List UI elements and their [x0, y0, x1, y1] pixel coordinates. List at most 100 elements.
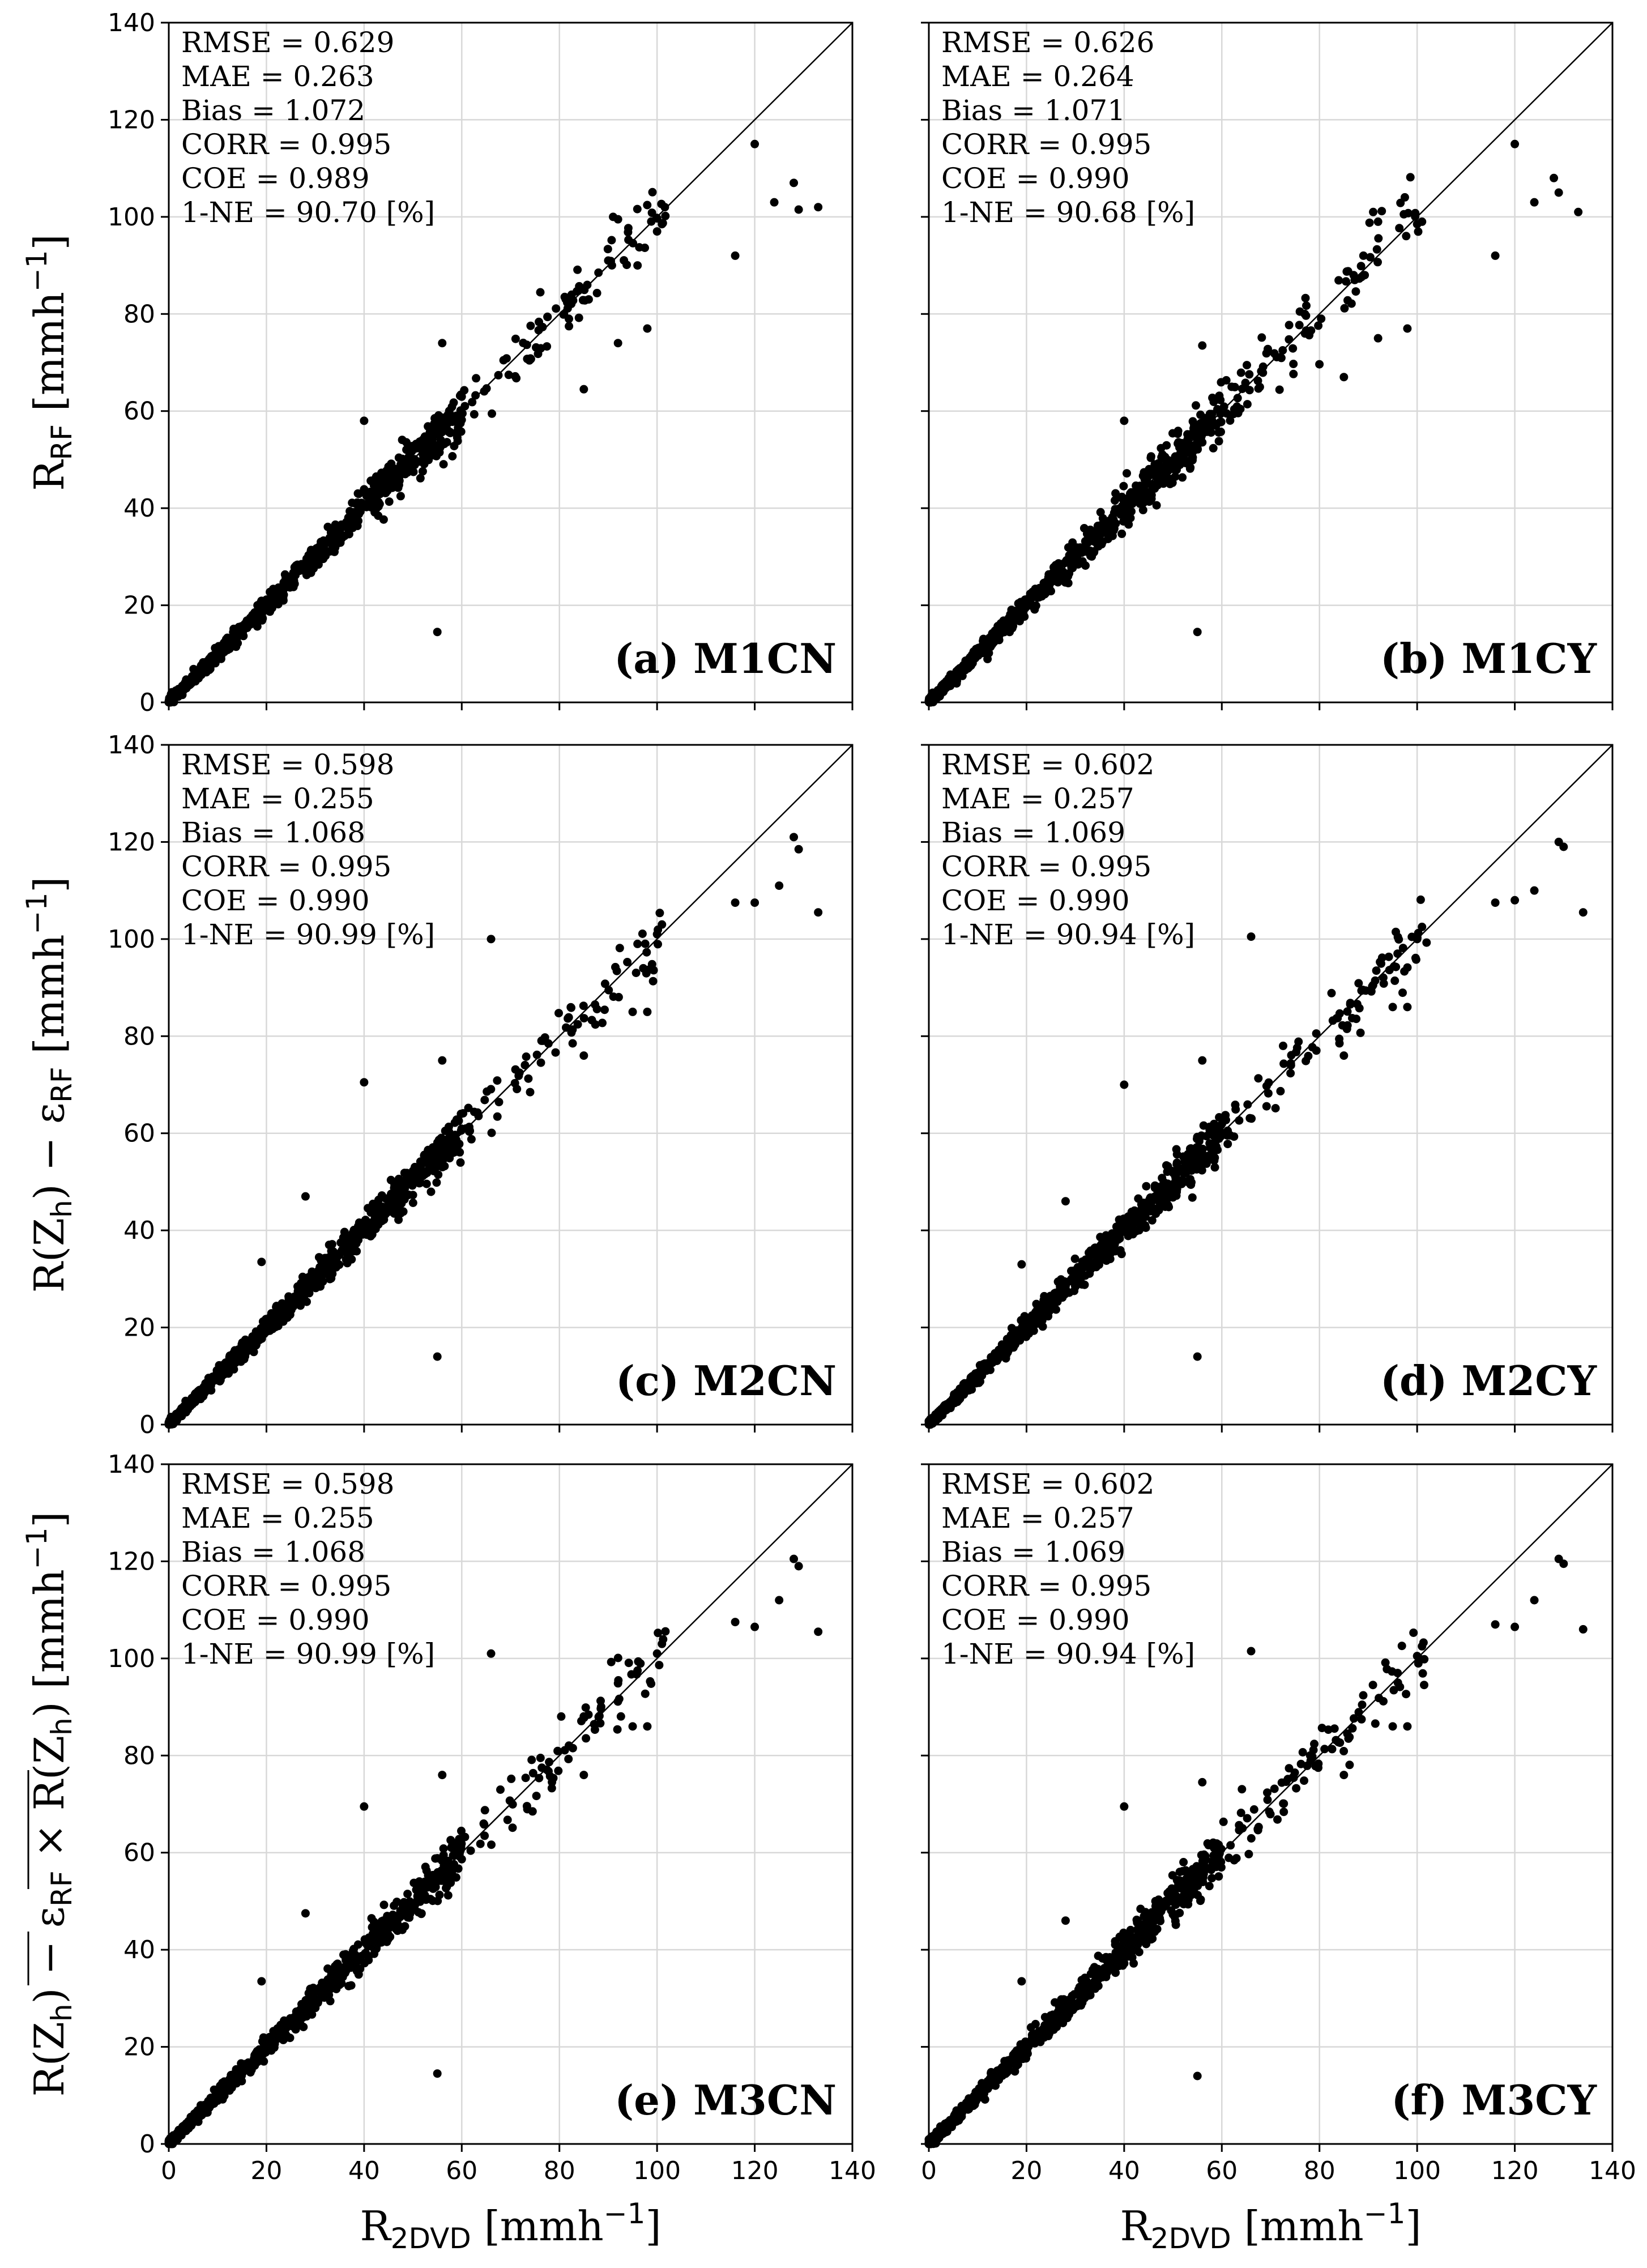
data-point	[1073, 1263, 1082, 1272]
data-point	[325, 1270, 334, 1279]
data-point	[1147, 1203, 1155, 1212]
data-point	[1217, 427, 1225, 436]
data-point	[460, 386, 469, 395]
data-point	[1177, 1179, 1186, 1188]
data-point	[379, 515, 388, 524]
scatter-points	[164, 833, 823, 1429]
data-point-outlier	[731, 898, 740, 907]
data-point	[435, 1876, 444, 1885]
data-point	[1351, 287, 1360, 296]
data-point	[1119, 1227, 1128, 1236]
data-point-outlier	[438, 1056, 447, 1065]
data-point	[1286, 1069, 1295, 1078]
data-point	[1343, 1021, 1352, 1030]
panel-label: (c) M2CN	[616, 1357, 837, 1405]
data-point	[314, 543, 323, 552]
data-point	[456, 1158, 465, 1167]
data-point	[1040, 1291, 1049, 1301]
data-point	[208, 1377, 217, 1386]
stat-line: RMSE = 0.598	[181, 1468, 394, 1500]
data-point	[504, 370, 513, 380]
data-point	[1067, 1267, 1076, 1276]
data-point	[1221, 1111, 1230, 1120]
data-point-outlier	[1373, 217, 1383, 226]
data-point	[376, 489, 385, 498]
data-point	[611, 962, 620, 971]
data-point	[408, 1181, 417, 1190]
data-point	[564, 1754, 573, 1763]
data-point	[1209, 444, 1218, 453]
data-point	[574, 287, 583, 295]
data-point	[446, 428, 455, 437]
data-point	[472, 374, 481, 383]
y-tick-label: 40	[123, 494, 155, 523]
data-point	[246, 1342, 255, 1351]
data-point	[565, 1741, 573, 1750]
data-point	[983, 654, 992, 663]
data-point	[573, 265, 582, 274]
data-point	[1262, 1102, 1271, 1111]
data-point	[1289, 369, 1298, 378]
data-point	[511, 334, 520, 343]
data-point	[1294, 1037, 1303, 1046]
x-tick-label: 0	[161, 2156, 177, 2185]
y-tick-label: 0	[139, 1410, 155, 1439]
data-point	[613, 1653, 622, 1662]
data-point-outlier	[1193, 1352, 1202, 1361]
data-point	[1174, 427, 1183, 436]
data-point	[1354, 979, 1363, 988]
data-point	[360, 485, 369, 494]
data-point	[284, 2022, 293, 2031]
stat-line: CORR = 0.995	[941, 128, 1151, 161]
data-point	[532, 1050, 541, 1059]
data-point	[1236, 368, 1245, 377]
data-point	[390, 1901, 399, 1910]
data-point-outlier	[1061, 1197, 1070, 1206]
data-point	[361, 1216, 370, 1225]
data-point	[408, 1199, 417, 1207]
data-point-outlier	[731, 1618, 740, 1627]
data-point	[1204, 1154, 1213, 1163]
data-point	[446, 1132, 455, 1141]
data-point-outlier	[579, 385, 588, 394]
y-tick-label: 120	[108, 828, 155, 856]
data-point	[400, 1922, 409, 1931]
data-point	[374, 500, 383, 509]
data-point	[1049, 1299, 1058, 1308]
data-point	[1374, 234, 1383, 243]
data-point	[1372, 966, 1381, 975]
data-point	[432, 1152, 441, 1161]
data-point	[334, 523, 343, 532]
data-point	[1377, 953, 1386, 962]
data-point-outlier	[257, 1257, 266, 1267]
data-point	[1264, 1089, 1273, 1098]
data-point	[615, 944, 624, 953]
data-point	[1390, 976, 1399, 985]
y-tick-label: 100	[108, 1644, 155, 1673]
data-point	[257, 1333, 265, 1342]
data-point	[579, 1014, 588, 1023]
data-point	[426, 1152, 435, 1161]
data-point	[647, 208, 656, 218]
data-point-outlier	[652, 1649, 662, 1658]
data-point	[1254, 1074, 1263, 1083]
data-point	[1372, 245, 1381, 254]
data-point	[1231, 1105, 1240, 1114]
data-point	[1174, 457, 1183, 466]
data-point	[457, 1839, 466, 1848]
data-point	[494, 370, 503, 380]
data-point	[1288, 344, 1298, 353]
data-point	[269, 1322, 278, 1331]
data-point	[230, 629, 239, 638]
data-point	[1394, 935, 1403, 944]
data-point	[655, 1661, 664, 1670]
plot-frame	[168, 744, 854, 1426]
data-point	[387, 470, 396, 479]
data-point	[1226, 416, 1235, 425]
data-point	[439, 1137, 448, 1146]
data-point-outlier	[643, 1007, 652, 1016]
data-point	[394, 467, 403, 476]
data-point	[253, 610, 262, 619]
